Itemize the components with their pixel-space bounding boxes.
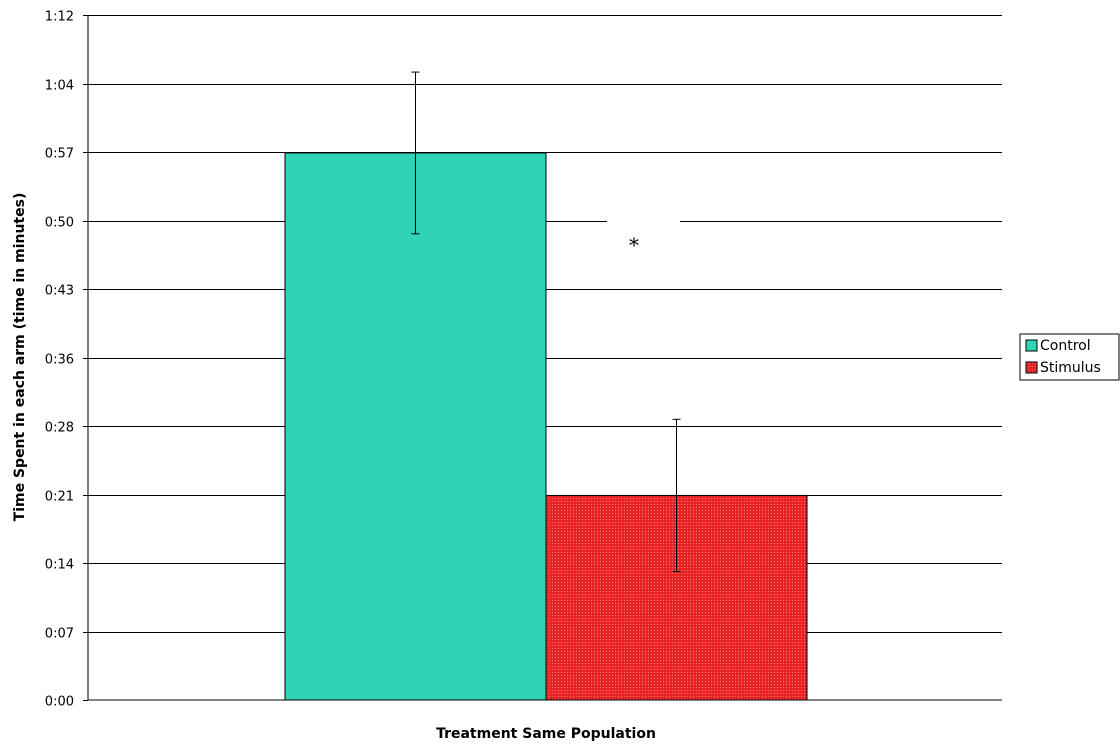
bar-control: [284, 152, 547, 701]
y-tick-label: 0:00: [45, 695, 74, 710]
y-tick-label: 1:04: [45, 79, 74, 94]
significance-annotation: *: [629, 233, 639, 257]
y-tick-label: 0:28: [45, 421, 74, 436]
legend-label-stimulus: Stimulus: [1040, 360, 1101, 376]
y-tick-label: 0:36: [45, 353, 74, 368]
legend-label-control: Control: [1040, 338, 1091, 354]
annotation-gap: [607, 214, 680, 226]
y-tick-label: 0:14: [45, 558, 74, 573]
x-axis-title: Treatment Same Population: [436, 726, 656, 742]
y-tick-label: 0:21: [45, 490, 74, 505]
y-tick-label: 1:12: [45, 10, 74, 25]
legend-swatch-control: [1025, 339, 1038, 352]
y-tick-label: 0:50: [45, 216, 74, 231]
y-tick-label: 0:43: [45, 284, 74, 299]
y-tick-label: 0:07: [45, 627, 74, 642]
error-bars: [411, 71, 681, 573]
y-axis-title: Time Spent in each arm (time in minutes): [12, 193, 28, 522]
legend: Control Stimulus: [1019, 333, 1120, 381]
y-tick-label: 0:57: [45, 147, 74, 162]
y-tick-labels: 0:00 0:07 0:14 0:21 0:28 0:36 0:43 0:50 0:57 1:04…: [45, 10, 74, 710]
legend-swatch-stimulus: [1025, 361, 1038, 374]
